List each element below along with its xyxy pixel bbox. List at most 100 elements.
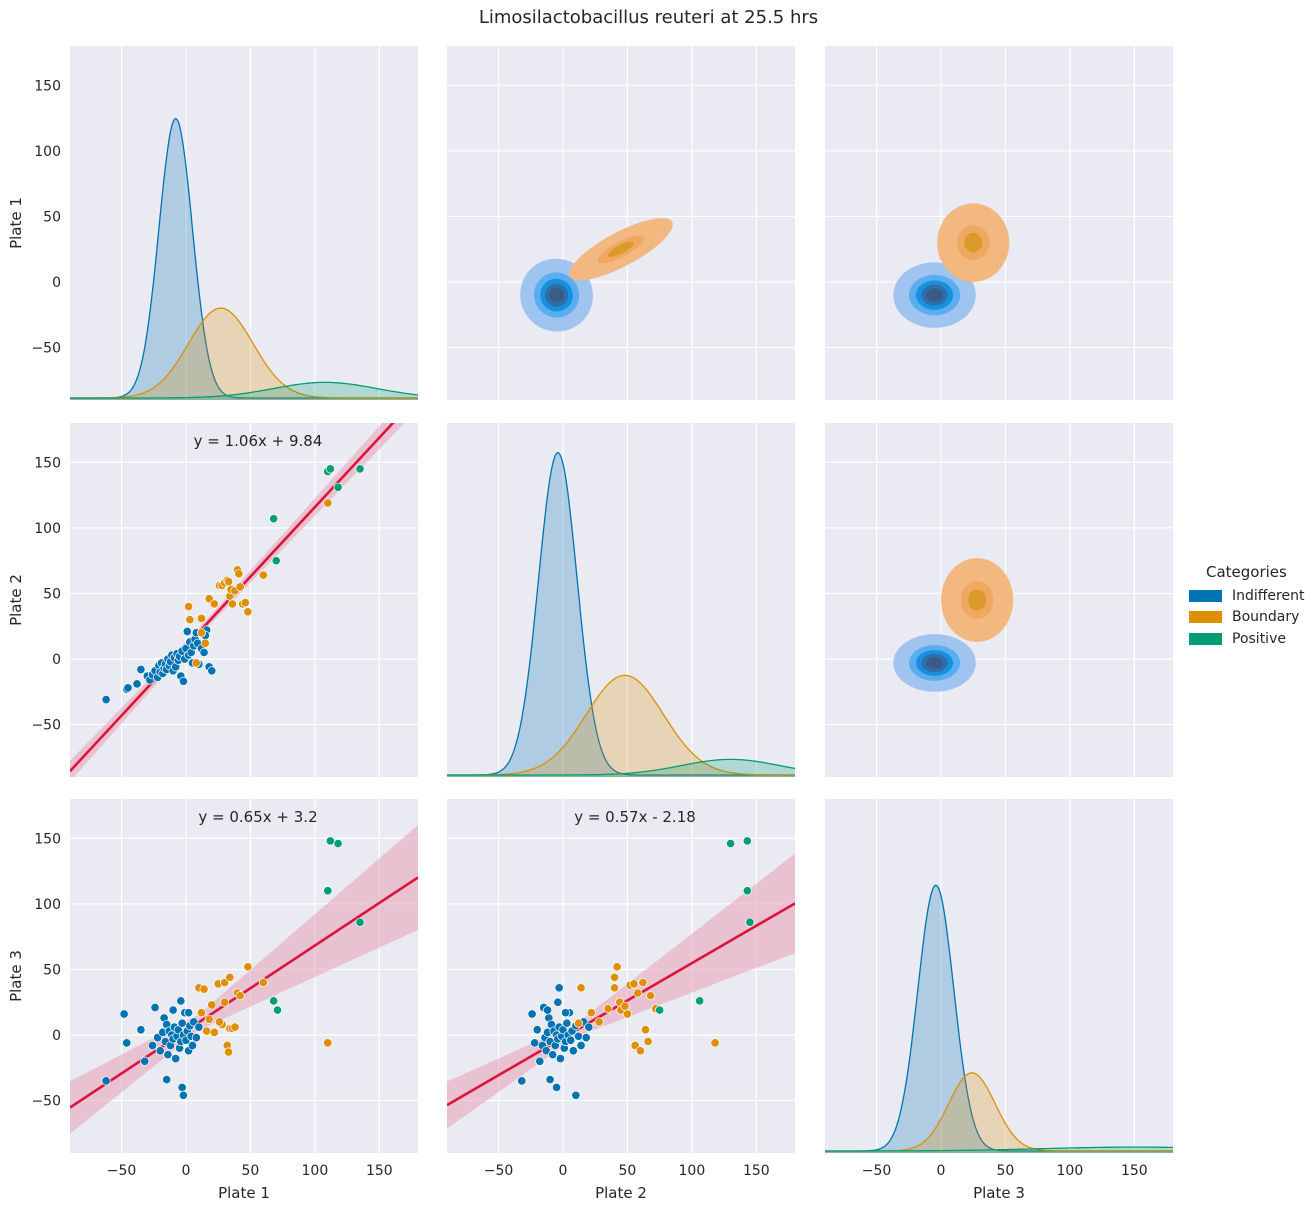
panel-background [70,46,418,400]
panel-2-2 [825,799,1173,1153]
scatter-point-indifferent [178,1090,188,1100]
x-axis-label: Plate 3 [973,1184,1025,1202]
y-tick-label: 100 [34,144,61,160]
scatter-point-indifferent [184,1008,194,1018]
panel-2-1 [447,799,795,1153]
kde-fill-indifferent [825,885,1173,1153]
panel-1-0 [70,423,418,777]
scatter-point-boundary [258,978,268,988]
scatter-point-indifferent [548,1050,558,1060]
scatter-point-positive [742,886,752,896]
scatter-point-boundary [640,1025,651,1035]
scatter-point-indifferent [527,1009,537,1019]
x-tick-label: 100 [302,1163,329,1179]
y-tick-label: 0 [52,1028,61,1044]
scatter-point-boundary [223,577,234,587]
scatter-point-indifferent [555,1054,565,1064]
kde-fill-indifferent [447,452,795,777]
scatter-point-boundary [207,1000,217,1010]
scatter-point-positive [333,482,343,492]
scatter-point-boundary [223,1047,234,1057]
scatter-point-indifferent [177,1018,187,1028]
kde-fill-positive [447,759,795,777]
y-tick-label: 100 [34,521,61,537]
scatter-point-indifferent [554,983,564,993]
scatter-point-indifferent [542,1005,553,1015]
scatter-point-indifferent [101,1076,111,1086]
legend-swatch-boundary [1189,611,1222,624]
contour-boundary-level-2 [964,232,983,253]
scatter-point-indifferent [123,683,133,693]
scatter-point-positive [271,556,281,566]
x-tick-label: −50 [862,1163,892,1179]
scatter-point-positive [269,514,279,524]
scatter-point-boundary [629,979,639,989]
panel-background [447,423,795,777]
scatter-point-indifferent [163,1050,173,1060]
scatter-point-boundary [200,638,210,648]
legend: Categories Indifferent Boundary Positive [1189,563,1304,650]
legend-swatch-indifferent [1189,589,1222,602]
x-tick-label: 0 [937,1163,946,1179]
scatter-point-indifferent [545,1075,555,1085]
scatter-point-indifferent [552,1082,562,1092]
regression-equation: y = 0.57x - 2.18 [574,808,696,826]
contour-indifferent-level-4 [549,287,564,303]
regression-panel-1-0 [70,423,405,777]
kde-fill-indifferent [70,118,418,400]
legend-label: Positive [1232,630,1286,647]
y-axis-label: Plate 2 [7,574,25,626]
y-tick-label: −50 [31,718,61,734]
scatter-point-indifferent [535,1056,545,1066]
x-axis-label: Plate 2 [595,1184,647,1202]
kde-fill-boundary [447,675,795,777]
panel-background [447,46,795,400]
scatter-point-boundary [225,972,235,982]
x-tick-label: 150 [743,1163,770,1179]
kde-contour-panel-0-2 [893,203,1010,328]
y-tick-label: 0 [52,275,61,291]
scatter-point-boundary [646,991,656,1001]
scatter-point-indifferent [182,626,192,637]
kde-line-positive [447,758,795,776]
scatter-point-boundary [196,1008,207,1018]
scatter-point-boundary [196,613,207,623]
y-axis-label: Plate 3 [7,950,25,1002]
scatter-point-indifferent [191,1033,201,1043]
scatter-point-positive [333,839,343,849]
y-tick-label: 50 [43,586,61,602]
scatter-point-indifferent [140,1056,150,1066]
scatter-point-indifferent [147,1040,158,1051]
scatter-point-boundary [230,1022,240,1032]
scatter-point-boundary [573,1018,584,1028]
y-tick-label: 150 [34,455,61,471]
scatter-point-boundary [235,582,245,592]
scatter-point-boundary [235,991,245,1001]
scatter-point-boundary [191,658,201,668]
panel-background [447,799,795,1153]
kde-fill-positive [70,382,418,400]
contour-indifferent-level-4 [926,657,943,669]
contour-indifferent-level-4 [926,288,943,302]
scatter-point-indifferent [566,1035,576,1045]
y-tick-label: −50 [31,1094,61,1110]
scatter-point-boundary [323,498,333,508]
scatter-point-indifferent [199,647,209,657]
y-tick-label: −50 [31,341,61,357]
scatter-point-indifferent [584,1022,594,1032]
kde-diagonal-plate-3 [825,884,1173,1153]
x-axis-label: Plate 1 [218,1184,270,1202]
x-tick-label: 50 [997,1163,1015,1179]
scatter-point-boundary [209,599,219,609]
scatter-point-indifferent [136,664,146,675]
scatter-point-boundary [196,628,207,638]
legend-label: Indifferent [1232,587,1305,604]
scatter-point-positive [742,836,752,846]
x-tick-label: −50 [107,1163,137,1179]
kde-fill-boundary [70,308,418,400]
kde-line-positive [70,381,418,399]
y-tick-label: 100 [34,897,61,913]
scatter-point-positive [355,917,365,927]
scatter-point-boundary [610,983,620,993]
